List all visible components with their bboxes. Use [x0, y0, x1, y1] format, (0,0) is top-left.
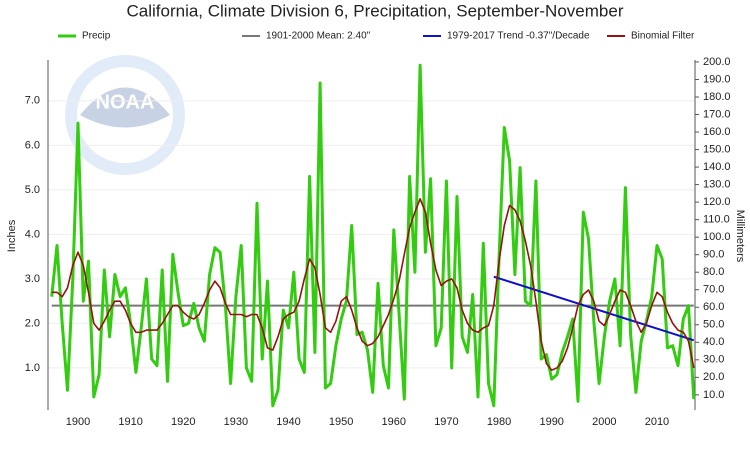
y2-tick-label: 170.0 — [703, 108, 731, 120]
trend-line — [493, 275, 695, 342]
x-tick-label: 1980 — [487, 416, 511, 428]
y2-tick-label: 140.0 — [703, 161, 731, 173]
x-tick-label: 1940 — [276, 416, 300, 428]
x-tick-label: 1960 — [382, 416, 406, 428]
y-axis-title: Inches — [6, 219, 18, 252]
y2-tick-label: 20.0 — [703, 371, 724, 383]
x-tick-label: 1970 — [434, 416, 458, 428]
x-tick-label: 1900 — [66, 416, 90, 428]
y2-tick-label: 100.0 — [703, 231, 731, 243]
logo-inner — [77, 67, 173, 163]
y-tick-label: 4.0 — [25, 228, 40, 240]
logo-text: NOAA — [96, 91, 155, 113]
y2-tick-label: 30.0 — [703, 354, 724, 366]
y-tick-label: 1.0 — [25, 362, 40, 374]
y2-tick-label: 120.0 — [703, 196, 731, 208]
legend-label: 1979-2017 Trend -0.37"/Decade — [447, 31, 590, 42]
y2-tick-label: 200.0 — [703, 56, 731, 68]
y2-tick-label: 50.0 — [703, 319, 724, 331]
y-tick-label: 5.0 — [25, 184, 40, 196]
logo-bird — [80, 87, 170, 128]
y2-tick-label: 70.0 — [703, 284, 724, 296]
y2-tick-label: 40.0 — [703, 336, 724, 348]
y2-tick-label: 190.0 — [703, 73, 731, 85]
y2-tick-label: 110.0 — [703, 214, 730, 226]
y-tick-label: 7.0 — [25, 95, 40, 107]
y2-tick-label: 80.0 — [703, 266, 724, 278]
y2-tick-label: 130.0 — [703, 179, 731, 191]
y-tick-label: 6.0 — [25, 139, 40, 151]
x-tick-label: 1930 — [224, 416, 248, 428]
chart-title: California, Climate Division 6, Precipit… — [127, 1, 624, 20]
y2-axis-title: Millimeters — [734, 210, 746, 263]
y2-tick-label: 90.0 — [703, 249, 724, 261]
y2-tick-label: 160.0 — [703, 126, 731, 138]
legend-label: Precip — [82, 31, 111, 42]
y2-tick-label: 10.0 — [703, 389, 724, 401]
legend-label: Binomial Filter — [631, 31, 695, 42]
x-tick-label: 1920 — [171, 416, 195, 428]
legend-label: 1901-2000 Mean: 2.40" — [266, 31, 371, 42]
x-tick-label: 1950 — [329, 416, 353, 428]
x-tick-label: 1910 — [118, 416, 142, 428]
logo: NOAA — [65, 55, 185, 175]
y2-tick-label: 180.0 — [703, 91, 731, 103]
x-tick-label: 2010 — [645, 416, 669, 428]
filter-line — [51, 198, 695, 371]
y2-tick-label: 150.0 — [703, 143, 731, 155]
y-tick-label: 3.0 — [25, 273, 40, 285]
y-tick-label: 2.0 — [25, 317, 40, 329]
y2-tick-label: 60.0 — [703, 301, 724, 313]
x-tick-label: 1990 — [539, 416, 563, 428]
x-tick-label: 2000 — [592, 416, 616, 428]
precip-line — [50, 63, 696, 408]
